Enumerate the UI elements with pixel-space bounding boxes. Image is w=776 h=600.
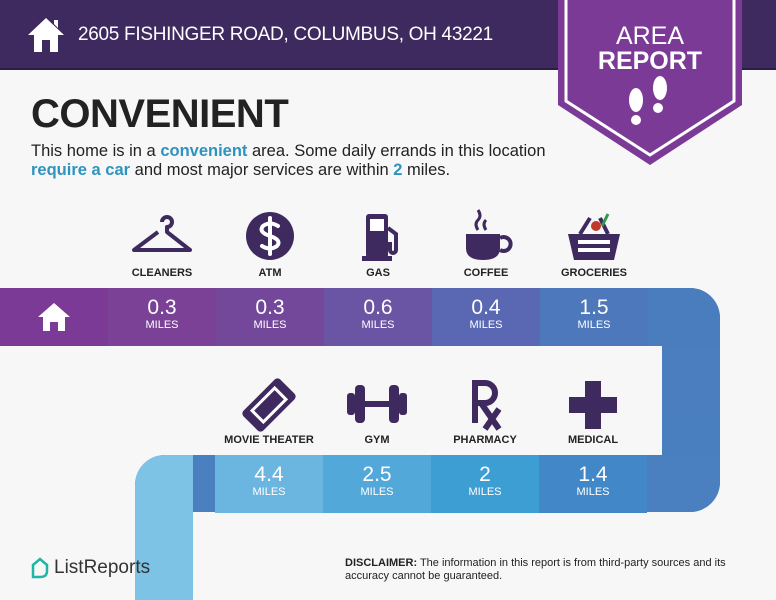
distance-value: 1.4 xyxy=(578,463,608,486)
distance-unit: MILES xyxy=(468,486,502,498)
distance-unit: MILES xyxy=(253,319,287,331)
logo-text: ListReports xyxy=(54,557,151,578)
rating-title: CONVENIENT xyxy=(31,92,289,136)
ticket-icon xyxy=(242,378,296,432)
path-gap xyxy=(0,346,662,455)
distance-value: 0.3 xyxy=(255,296,285,319)
distance-value: 0.3 xyxy=(147,296,177,319)
badge-line1: AREA xyxy=(615,22,685,50)
desc-text: area. Some daily errands in this locatio… xyxy=(247,142,546,160)
category-label: GAS xyxy=(366,267,390,279)
category-label: COFFEE xyxy=(463,267,509,279)
distance-cell: 4.4 MILES xyxy=(215,455,323,513)
gas-pump-icon xyxy=(362,214,398,261)
distance-cell: 0.6 MILES xyxy=(324,288,432,346)
badge-line2: REPORT xyxy=(597,47,703,75)
description: This home is in a convenient area. Some … xyxy=(31,142,551,180)
distance-value: 2.5 xyxy=(362,463,392,486)
category-label: CLEANERS xyxy=(131,267,193,279)
distance-cell: 0.3 MILES xyxy=(108,288,216,346)
desc-highlight: 2 xyxy=(393,161,403,179)
distance-cell: 2.5 MILES xyxy=(323,455,431,513)
desc-text: and most major services are within xyxy=(130,161,394,179)
distance-unit: MILES xyxy=(360,486,394,498)
category-label: GROCERIES xyxy=(560,267,627,279)
distance-value: 1.5 xyxy=(579,296,609,319)
category-label: MEDICAL xyxy=(567,434,619,446)
distance-value: 0.6 xyxy=(363,296,393,319)
desc-text: This home is in a xyxy=(31,142,161,160)
distance-unit: MILES xyxy=(145,319,179,331)
distance-cell: 1.5 MILES xyxy=(540,288,648,346)
hanger-icon xyxy=(132,215,192,252)
medical-cross-icon xyxy=(569,381,617,429)
category-label: MOVIE THEATER xyxy=(224,434,314,446)
dumbbell-icon xyxy=(347,385,407,423)
disclaimer: DISCLAIMER: The information in this repo… xyxy=(345,557,755,583)
listreports-logo: ListReports xyxy=(30,557,150,579)
distance-value: 4.4 xyxy=(254,463,284,486)
home-cell xyxy=(0,288,108,346)
category-label: PHARMACY xyxy=(453,434,517,446)
path-left-segment xyxy=(135,455,193,600)
basket-icon xyxy=(568,213,620,260)
distance-value: 2 xyxy=(479,463,491,486)
distance-unit: MILES xyxy=(577,319,611,331)
disclaimer-text: The information in this report is from t… xyxy=(345,557,726,582)
distance-cell: 2 MILES xyxy=(431,455,539,513)
home-icon xyxy=(28,18,64,52)
desc-highlight: convenient xyxy=(160,142,248,160)
distance-cell: 0.4 MILES xyxy=(432,288,540,346)
desc-highlight: require a car xyxy=(31,161,131,179)
footprints-icon xyxy=(629,76,667,125)
distance-unit: MILES xyxy=(576,486,610,498)
path-gap xyxy=(193,512,776,600)
disclaimer-label: DISCLAIMER: xyxy=(345,557,418,569)
category-label: ATM xyxy=(258,267,282,279)
distance-unit: MILES xyxy=(252,486,286,498)
distance-unit: MILES xyxy=(361,319,395,331)
address: 2605 FISHINGER ROAD, COLUMBUS, OH 43221 xyxy=(78,24,493,45)
coffee-cup-icon xyxy=(466,209,513,260)
home-icon xyxy=(38,303,70,331)
distance-value: 0.4 xyxy=(471,296,501,319)
desc-text: miles. xyxy=(402,161,451,179)
rx-icon xyxy=(472,380,502,431)
category-label: GYM xyxy=(364,434,390,446)
distance-unit: MILES xyxy=(469,319,503,331)
dollar-icon xyxy=(246,212,294,260)
distance-cell: 0.3 MILES xyxy=(216,288,324,346)
area-report-badge xyxy=(558,0,742,165)
distance-cell: 1.4 MILES xyxy=(539,455,647,513)
